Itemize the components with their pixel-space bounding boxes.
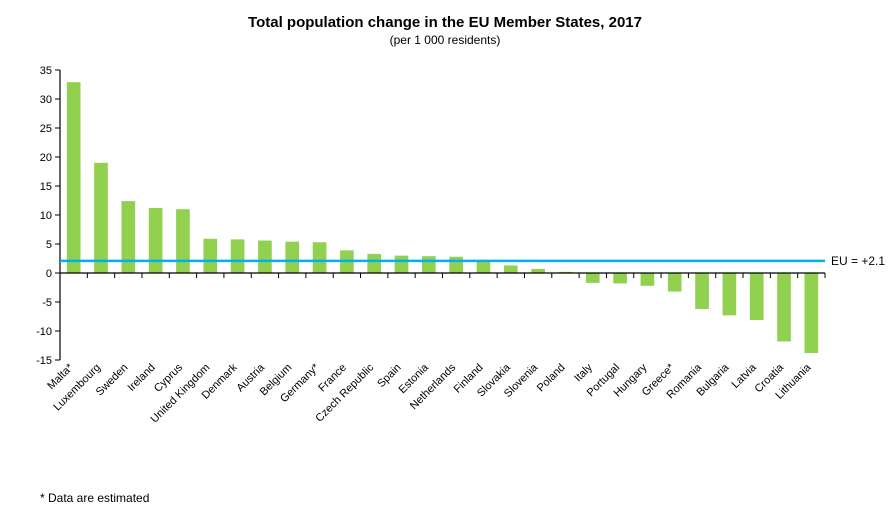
bar xyxy=(531,269,545,273)
bar xyxy=(777,273,791,341)
svg-text:10: 10 xyxy=(40,210,52,222)
svg-text:0: 0 xyxy=(46,268,52,280)
svg-text:15: 15 xyxy=(40,181,52,193)
bar xyxy=(313,242,327,273)
footnote: * Data are estimated xyxy=(40,491,149,505)
bar xyxy=(723,273,737,315)
bar xyxy=(231,239,245,273)
bar xyxy=(477,262,491,273)
bar xyxy=(258,241,272,273)
bar xyxy=(449,257,463,273)
svg-text:20: 20 xyxy=(40,152,52,164)
bar xyxy=(750,273,764,320)
bar xyxy=(586,273,600,283)
svg-text:30: 30 xyxy=(40,94,52,106)
bar xyxy=(668,273,682,292)
svg-text:35: 35 xyxy=(40,65,52,77)
category-label: Italy xyxy=(572,361,595,384)
svg-text:-10: -10 xyxy=(36,326,52,338)
bar xyxy=(395,256,409,273)
bar-chart: -15-10-505101520253035EU = +2.1Malta*Lux… xyxy=(0,0,890,519)
bar xyxy=(94,163,108,273)
bar xyxy=(695,273,709,309)
svg-text:-5: -5 xyxy=(42,297,52,309)
bar xyxy=(176,209,190,273)
category-label: Ireland xyxy=(125,362,157,394)
bar xyxy=(149,208,163,273)
category-label: Poland xyxy=(535,362,568,395)
chart-container: Total population change in the EU Member… xyxy=(0,0,890,519)
svg-text:-15: -15 xyxy=(36,355,52,367)
bar xyxy=(422,256,436,273)
svg-text:5: 5 xyxy=(46,239,52,251)
bar xyxy=(504,265,518,273)
bar xyxy=(67,82,81,273)
svg-text:25: 25 xyxy=(40,123,52,135)
bar xyxy=(613,273,627,283)
bar xyxy=(285,242,299,273)
bar xyxy=(641,273,655,286)
bar xyxy=(203,239,217,273)
bar xyxy=(367,254,381,273)
bar xyxy=(121,201,135,273)
reference-label: EU = +2.1 xyxy=(831,254,885,268)
bar xyxy=(805,273,819,353)
